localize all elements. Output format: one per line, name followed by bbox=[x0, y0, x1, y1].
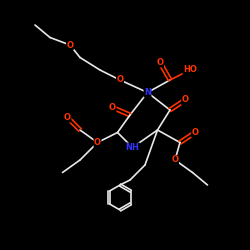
Text: N: N bbox=[144, 88, 151, 97]
Text: HO: HO bbox=[183, 66, 197, 74]
Text: O: O bbox=[172, 156, 178, 164]
Text: NH: NH bbox=[126, 143, 140, 152]
Text: O: O bbox=[64, 113, 71, 122]
Text: O: O bbox=[182, 96, 188, 104]
Text: O: O bbox=[192, 128, 198, 137]
Text: O: O bbox=[156, 58, 164, 67]
Text: O: O bbox=[116, 76, 123, 84]
Text: O: O bbox=[109, 103, 116, 112]
Text: O: O bbox=[66, 40, 73, 50]
Text: O: O bbox=[94, 138, 101, 147]
